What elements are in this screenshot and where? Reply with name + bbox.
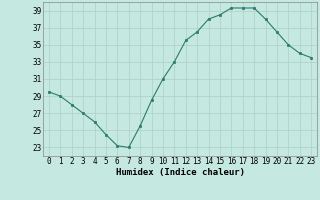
X-axis label: Humidex (Indice chaleur): Humidex (Indice chaleur) xyxy=(116,168,244,177)
